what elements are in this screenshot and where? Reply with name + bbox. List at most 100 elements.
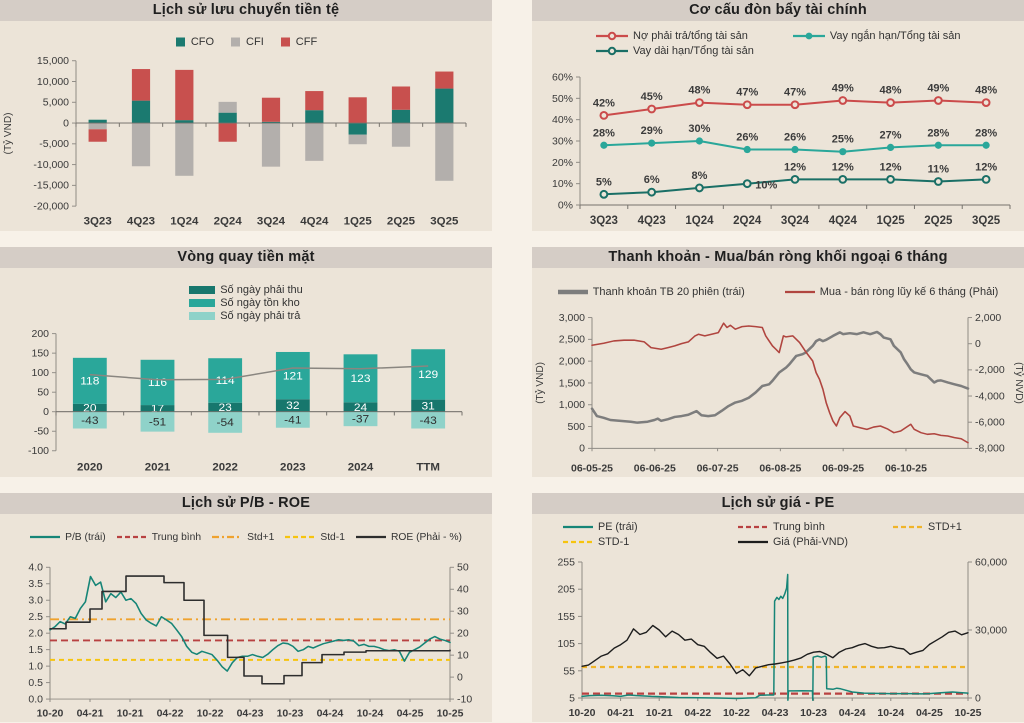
- svg-text:20: 20: [457, 629, 469, 640]
- svg-text:5%: 5%: [596, 176, 612, 188]
- svg-text:123: 123: [351, 372, 371, 385]
- svg-text:28%: 28%: [975, 127, 997, 139]
- svg-text:0: 0: [579, 444, 585, 455]
- svg-text:26%: 26%: [784, 132, 806, 144]
- svg-text:1,500: 1,500: [559, 378, 586, 389]
- page-title-pb-roe: Lịch sử P/B - ROE: [0, 493, 492, 514]
- legend-item: CFF: [280, 36, 317, 48]
- legend-item: P/B (trái): [30, 531, 106, 543]
- legend-item: Số ngày phải thu: [189, 284, 303, 296]
- svg-text:10-25: 10-25: [955, 707, 982, 719]
- svg-text:48%: 48%: [688, 85, 710, 97]
- svg-text:04-23: 04-23: [762, 707, 789, 719]
- legend-item: Giá (Phải-VND): [738, 536, 893, 548]
- svg-text:25%: 25%: [832, 134, 854, 146]
- svg-text:1Q25: 1Q25: [876, 215, 905, 227]
- svg-text:48%: 48%: [880, 85, 902, 97]
- svg-text:3Q23: 3Q23: [84, 216, 112, 228]
- svg-text:10-20: 10-20: [37, 708, 64, 719]
- legend-swatch-bar: [189, 312, 216, 320]
- svg-text:2Q24: 2Q24: [214, 216, 243, 228]
- svg-text:55: 55: [563, 665, 575, 677]
- svg-text:0: 0: [975, 693, 981, 705]
- legend-swatch-thick: [557, 289, 588, 295]
- svg-text:10-21: 10-21: [117, 708, 144, 719]
- legend-label: CFF: [295, 36, 318, 48]
- svg-text:118: 118: [80, 375, 99, 388]
- svg-text:06-09-25: 06-09-25: [822, 463, 864, 474]
- svg-text:1Q25: 1Q25: [344, 216, 372, 228]
- page-title-liquidity: Thanh khoản - Mua/bán ròng khối ngoại 6 …: [532, 247, 1024, 268]
- svg-text:12%: 12%: [975, 161, 997, 173]
- svg-text:129: 129: [418, 369, 438, 382]
- svg-text:-50: -50: [34, 427, 50, 438]
- svg-text:2Q24: 2Q24: [733, 215, 762, 227]
- svg-text:60%: 60%: [552, 72, 573, 84]
- svg-text:30%: 30%: [688, 123, 710, 135]
- legend-item: Số ngày tồn kho: [189, 297, 300, 309]
- svg-text:6%: 6%: [644, 174, 660, 186]
- svg-text:0%: 0%: [558, 200, 573, 212]
- svg-text:155: 155: [557, 611, 575, 623]
- legend-swatch-line: [784, 290, 815, 294]
- svg-text:5: 5: [569, 693, 575, 705]
- cash-conversion-bar-chart: -100 -50 0 50 100 150 200 2020 2021 2022 2023 2024 T…: [28, 329, 463, 474]
- svg-text:255: 255: [557, 557, 575, 569]
- svg-text:32: 32: [286, 400, 299, 413]
- svg-text:0: 0: [457, 673, 463, 684]
- svg-text:49%: 49%: [927, 82, 949, 94]
- price-pe-legend: PE (trái) Trung bình STD+1 STD-1 Giá (Phải-V…: [532, 514, 1024, 554]
- svg-text:0: 0: [975, 339, 981, 350]
- svg-text:3Q24: 3Q24: [257, 216, 286, 228]
- svg-text:-10: -10: [457, 695, 472, 706]
- svg-text:30,000: 30,000: [975, 625, 1007, 637]
- svg-text:2.5: 2.5: [28, 612, 43, 623]
- svg-text:114: 114: [216, 375, 236, 388]
- svg-text:-51: -51: [149, 416, 166, 429]
- legend-label: Trung bình: [151, 531, 202, 543]
- svg-text:-8,000: -8,000: [975, 444, 1005, 455]
- svg-text:105: 105: [557, 638, 575, 650]
- leverage-line-chart: 0% 10% 20% 30% 40% 50% 60% 3Q23 4Q23 1Q24 2Q24 3Q24…: [552, 72, 1011, 227]
- svg-text:-2,000: -2,000: [975, 365, 1005, 376]
- legend-item: Trung bình: [116, 531, 202, 543]
- svg-text:04-22: 04-22: [157, 708, 184, 719]
- svg-text:04-23: 04-23: [237, 708, 264, 719]
- legend-swatch-dashdot: [212, 535, 243, 539]
- cash-conversion-legend: Số ngày phải thu Số ngày tồn kho Số ngày p…: [189, 268, 303, 328]
- svg-text:1Q24: 1Q24: [170, 216, 199, 228]
- svg-text:49%: 49%: [832, 82, 854, 94]
- svg-text:1.0: 1.0: [28, 662, 43, 673]
- legend-item: CFI: [230, 36, 264, 48]
- svg-text:04-25: 04-25: [397, 708, 424, 719]
- svg-text:2,000: 2,000: [559, 357, 586, 368]
- svg-text:10-21: 10-21: [646, 707, 673, 719]
- panel-price-pe: Lịch sử giá - PE PE (trái) Trung bình STD+…: [532, 493, 1024, 722]
- leverage-legend: Nợ phải trả/tổng tài sản Vay ngắn hạn/Tổn…: [532, 21, 1024, 65]
- svg-text:3Q25: 3Q25: [430, 216, 458, 228]
- svg-text:24: 24: [354, 401, 368, 414]
- legend-item: Số ngày phải trả: [189, 310, 300, 322]
- panel-cash-flow-history: Lịch sử lưu chuyển tiền tệ CFO CFI CFF -20…: [0, 0, 492, 231]
- svg-text:06-08-25: 06-08-25: [759, 463, 801, 474]
- page-title-price-pe: Lịch sử giá - PE: [532, 493, 1024, 514]
- svg-text:04-24: 04-24: [317, 708, 344, 719]
- svg-text:10: 10: [457, 651, 469, 662]
- page-title-cash-flow: Lịch sử lưu chuyển tiền tệ: [0, 0, 492, 21]
- svg-text:10-25: 10-25: [437, 708, 464, 719]
- legend-item: Vay ngắn hạn/Tổng tài sản: [792, 30, 1007, 42]
- legend-swatch-sq: [231, 37, 241, 47]
- legend-swatch-line-o: [596, 46, 628, 55]
- svg-text:10-24: 10-24: [877, 707, 904, 719]
- svg-text:4Q24: 4Q24: [300, 216, 329, 228]
- pb-roe-line-chart: 0.0 0.5 1.0 1.5 2.0 2.5 3.0 3.5 4.0 -10 0 10 20 30 40 5…: [28, 563, 472, 719]
- legend-label: Nợ phải trả/tổng tài sản: [633, 29, 748, 42]
- svg-text:-15,000: -15,000: [33, 181, 69, 192]
- legend-item: Mua - bán ròng lũy kế 6 tháng (Phải): [784, 286, 998, 298]
- svg-text:-100: -100: [28, 446, 49, 457]
- svg-text:29%: 29%: [641, 125, 663, 137]
- svg-text:10-22: 10-22: [197, 708, 224, 719]
- svg-text:2022: 2022: [212, 462, 238, 474]
- svg-text:4Q23: 4Q23: [127, 216, 155, 228]
